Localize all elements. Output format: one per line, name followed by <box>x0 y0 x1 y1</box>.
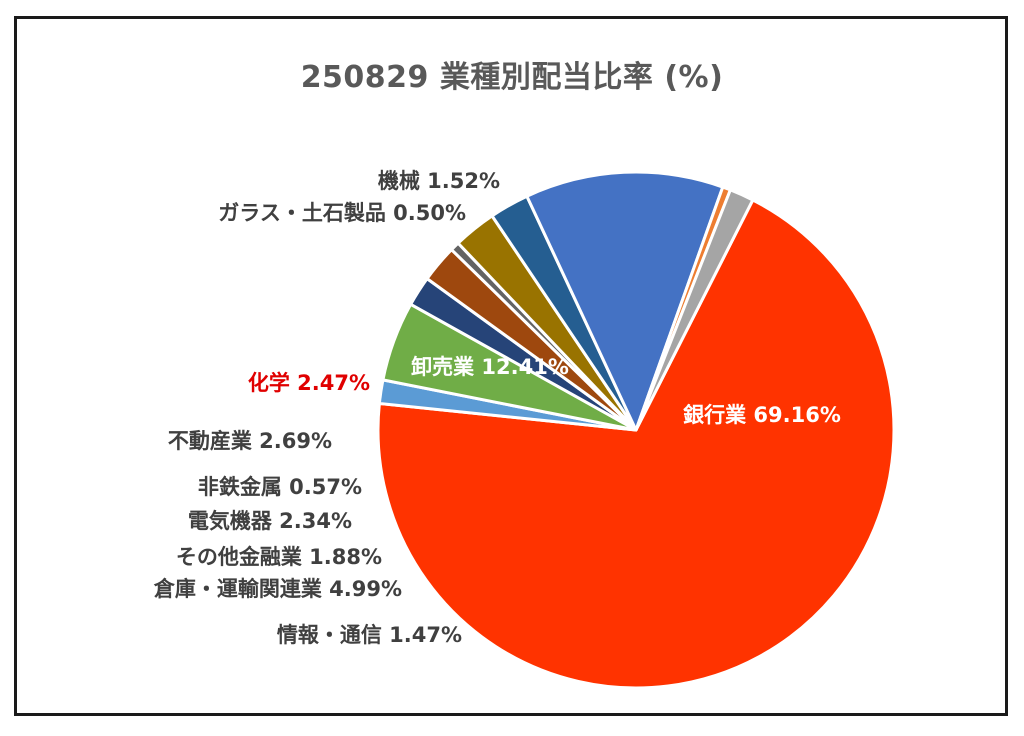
slice-label-6: 非鉄金属 0.57% <box>198 475 362 499</box>
slice-label-1: 銀行業 69.16% <box>683 403 841 427</box>
slice-label-3: 倉庫・運輸関連業 4.99% <box>153 577 402 601</box>
slice-label-5: 電気機器 2.34% <box>188 509 352 533</box>
slice-label-9: 卸売業 12.41% <box>411 355 569 379</box>
pie-slice-9 <box>525 170 725 432</box>
slice-label-11: 機械 1.52% <box>378 169 500 193</box>
pie-slice-1 <box>376 198 896 690</box>
slice-label-8: 化学 2.47% <box>248 371 370 395</box>
chart-title: 250829 業種別配当比率 (%) <box>300 60 724 95</box>
slice-label-4: その他金融業 1.88% <box>176 545 382 569</box>
slice-label-2: 情報・通信 1.47% <box>277 623 462 647</box>
pie-slice-11 <box>634 188 755 432</box>
slice-label-7: 不動産業 2.69% <box>168 429 332 453</box>
slice-label-10: ガラス・土石製品 0.50% <box>218 201 466 225</box>
